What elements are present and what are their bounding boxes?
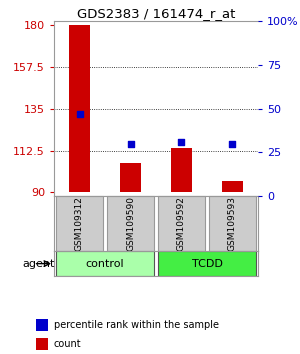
Text: GSM109593: GSM109593	[228, 196, 237, 251]
Text: count: count	[54, 339, 82, 349]
Bar	[56, 196, 103, 251]
Bar	[209, 196, 256, 251]
Bar	[222, 181, 243, 193]
Bar	[56, 251, 154, 276]
Text: GSM109592: GSM109592	[177, 196, 186, 251]
Point	[179, 139, 184, 145]
Text: control: control	[86, 259, 124, 269]
Text: GSM109590: GSM109590	[126, 196, 135, 251]
Point	[230, 141, 235, 147]
Point	[128, 141, 133, 147]
Bar	[158, 196, 205, 251]
Title: GDS2383 / 161474_r_at: GDS2383 / 161474_r_at	[77, 7, 235, 20]
Text: agent: agent	[22, 259, 55, 269]
Bar	[158, 251, 256, 276]
Bar	[107, 196, 154, 251]
Bar	[171, 148, 192, 193]
Text: GSM109312: GSM109312	[75, 196, 84, 251]
Text: percentile rank within the sample: percentile rank within the sample	[54, 320, 219, 330]
Text: TCDD: TCDD	[192, 259, 222, 269]
Bar	[69, 25, 90, 193]
Point	[77, 111, 82, 117]
Bar	[120, 162, 141, 193]
